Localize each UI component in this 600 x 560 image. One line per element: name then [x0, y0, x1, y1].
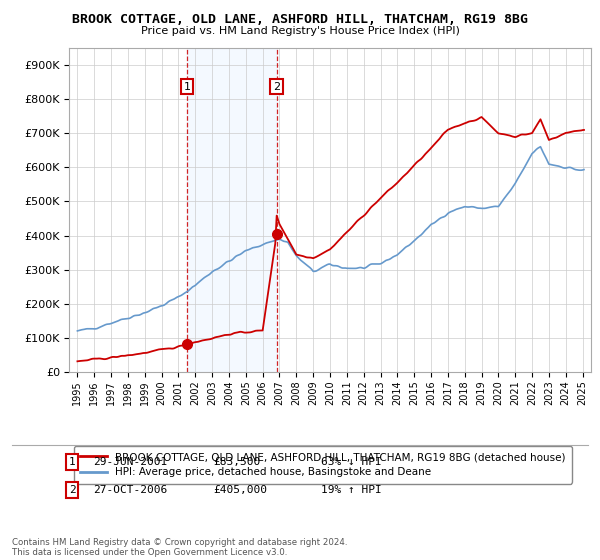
Text: 2: 2: [68, 485, 76, 495]
Text: 2: 2: [273, 82, 280, 92]
Bar: [187, 48, 277, 372]
Text: 1: 1: [184, 82, 190, 92]
Text: £405,000: £405,000: [213, 485, 267, 495]
Text: 19% ↑ HPI: 19% ↑ HPI: [321, 485, 382, 495]
Text: Price paid vs. HM Land Registry's House Price Index (HPI): Price paid vs. HM Land Registry's House …: [140, 26, 460, 36]
Text: Contains HM Land Registry data © Crown copyright and database right 2024.
This d: Contains HM Land Registry data © Crown c…: [12, 538, 347, 557]
Text: BROOK COTTAGE, OLD LANE, ASHFORD HILL, THATCHAM, RG19 8BG: BROOK COTTAGE, OLD LANE, ASHFORD HILL, T…: [72, 13, 528, 26]
Text: 1: 1: [68, 457, 76, 467]
Text: 63% ↓ HPI: 63% ↓ HPI: [321, 457, 382, 467]
Text: £83,500: £83,500: [213, 457, 260, 467]
Text: 29-JUN-2001: 29-JUN-2001: [93, 457, 167, 467]
Legend: BROOK COTTAGE, OLD LANE, ASHFORD HILL, THATCHAM, RG19 8BG (detached house), HPI:: BROOK COTTAGE, OLD LANE, ASHFORD HILL, T…: [74, 446, 572, 483]
Text: 27-OCT-2006: 27-OCT-2006: [93, 485, 167, 495]
